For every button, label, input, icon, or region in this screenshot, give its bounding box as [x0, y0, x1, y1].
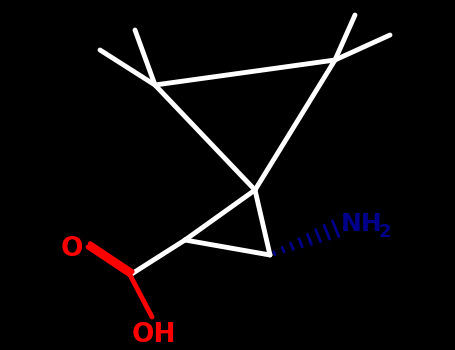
- Text: 2: 2: [379, 223, 391, 241]
- Text: O: O: [61, 236, 83, 262]
- Text: NH: NH: [341, 212, 383, 236]
- Text: OH: OH: [132, 322, 176, 348]
